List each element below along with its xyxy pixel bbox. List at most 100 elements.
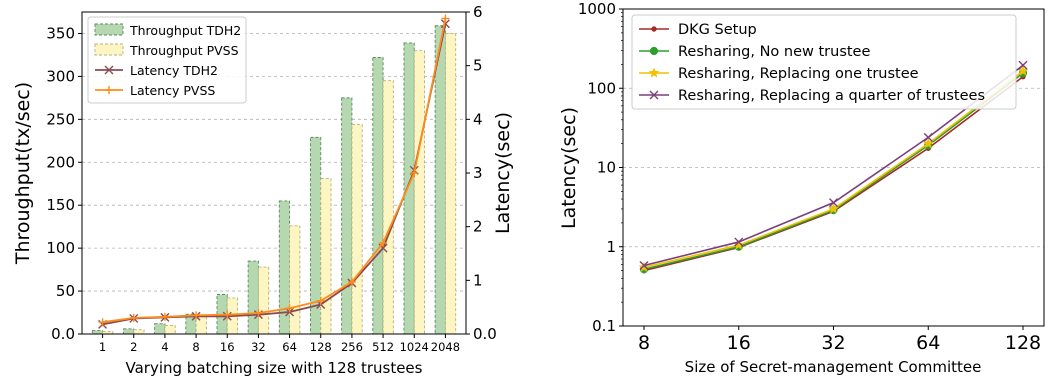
point-resharing-replacing-a-quarter-of-trustees [923,132,933,142]
bar-throughput-tdh2 [403,42,415,335]
right-y-tick-label: 0.1 [592,317,616,335]
left-y2-axis-label: Latency(sec) [492,112,514,234]
legend-label: Resharing, No new trustee [678,44,870,60]
bar-throughput-pvss [351,124,363,335]
right-y-tick-label: 1000 [578,0,616,18]
bar-throughput-pvss [320,178,332,335]
point-resharing-replacing-one-trustee [922,137,934,149]
legend-label: Throughput PVSS [129,43,239,58]
left-lines [98,14,450,329]
point-resharing-replacing-a-quarter-of-trustees [734,237,744,247]
left-x-tick-label: 1 [99,340,106,354]
left-legend: Throughput TDH2 Throughput PVSS Latency TD… [87,16,247,104]
right-y-tick-label: 100 [587,79,616,97]
left-y-tick-label: 300 [46,67,75,85]
left-x-tick-label: 256 [341,340,363,354]
legend-label: Latency PVSS [130,83,215,98]
left-x-ticks: 1 2 4 8 16 32 64 128 256 512 1024 2048 [99,334,460,354]
right-x-axis-label: Size of Secret-management Committee [685,358,982,376]
point-resharing-replacing-a-quarter-of-trustees [829,198,838,208]
right-y-ticks: 0.1 1 10 100 1000 [578,0,623,335]
legend-label: Resharing, Replacing a quarter of truste… [678,88,985,104]
legend-marker [649,46,659,56]
right-legend-box [631,14,1017,110]
point-resharing-replacing-one-trustee [828,203,839,214]
right-y-tick-label: 10 [597,159,616,177]
left-x-axis-label: Varying batching size with 128 trustees [126,359,423,377]
left-y2-tick-label: 1 [473,271,483,289]
left-y-ticks: 0.0 50 100 150 200 250 300 350 [46,24,82,343]
legend-swatch [94,23,124,36]
left-y-tick-label: 150 [46,196,75,214]
point-latency-pvss [98,318,107,327]
bar-throughput-pvss [164,324,176,335]
bar-throughput-pvss [102,330,114,335]
bar-throughput-pvss [195,316,207,335]
left-y-tick-label: 0.0 [51,325,75,343]
right-y-tick-label: 1 [606,238,616,256]
left-y2-tick-label: 6 [473,3,483,21]
left-x-tick-label: 32 [251,340,266,354]
bar-throughput-pvss [413,50,425,335]
bar-throughput-pvss [133,329,145,335]
left-x-tick-label: 1024 [400,340,429,354]
right-legend: DKG Setup Resharing, No new trustee Reshar… [631,14,1017,110]
legend-label: Resharing, Replacing one trustee [678,66,919,82]
bar-throughput-tdh2 [372,57,384,335]
left-y2-tick-label: 5 [473,57,483,75]
left-x-tick-label: 2 [130,340,137,354]
left-x-tick-label: 512 [372,340,394,354]
left-y-tick-label: 50 [56,282,75,300]
point-latency-pvss [379,238,388,247]
left-chart: 0.0 50 100 150 200 250 300 350 0.0 1 2 3 4 5 6 1 2 4 8 16… [12,3,514,377]
left-y2-tick-label: 2 [473,218,483,236]
point-latency-pvss [441,14,450,23]
line-latency-pvss [102,18,447,324]
point-resharing-replacing-a-quarter-of-trustees [639,261,649,270]
bar-throughput-tdh2 [123,328,135,335]
left-y2-ticks: 0.0 1 2 3 4 5 6 [466,3,497,343]
right-lines [638,60,1029,274]
left-x-tick-label: 128 [310,340,332,354]
left-legend-box [87,16,247,104]
right-x-tick-label: 8 [638,332,650,354]
point-latency-pvss [192,311,201,320]
left-y-tick-label: 200 [46,153,75,171]
bar-throughput-pvss [257,266,270,335]
right-chart: 0.1 1 10 100 1000 8 16 32 64 128 Size of Secret-… [558,0,1045,376]
legend-marker [104,65,114,75]
left-y-axis-label: Throughput(tx/sec) [12,82,34,265]
legend-marker [649,90,659,100]
right-x-tick-label: 32 [821,332,845,354]
point-latency-pvss [285,304,294,313]
left-x-tick-label: 4 [161,340,168,354]
right-x-tick-label: 64 [916,332,940,354]
point-latency-pvss [347,277,356,286]
right-x-tick-label: 16 [727,332,751,354]
right-y-axis-label: Latency(sec) [558,107,580,229]
bar-throughput-tdh2 [434,25,446,335]
left-x-tick-label: 2048 [431,340,460,354]
left-y2-tick-label: 3 [473,164,483,182]
left-x-tick-label: 64 [282,340,297,354]
bar-throughput-pvss [382,80,394,335]
point-resharing-replacing-a-quarter-of-trustees [1018,60,1028,70]
legend-marker [651,26,657,32]
legend-label: Latency TDH2 [130,63,218,78]
left-y-tick-label: 100 [46,239,75,257]
point-latency-pvss [410,169,419,177]
bar-throughput-tdh2 [247,260,259,335]
bar-throughput-pvss [289,225,301,335]
left-bars [91,25,457,335]
bar-throughput-tdh2 [341,97,353,335]
left-y2-tick-label: 0.0 [473,325,497,343]
point-latency-pvss [129,313,138,322]
left-x-tick-label: 8 [192,340,199,354]
legend-marker [105,86,113,94]
point-latency-pvss [223,310,232,319]
bar-throughput-tdh2 [91,330,104,335]
point-latency-tdh2 [440,19,450,29]
right-x-tick-label: 128 [1005,332,1041,354]
legend-label: DKG Setup [678,22,757,38]
